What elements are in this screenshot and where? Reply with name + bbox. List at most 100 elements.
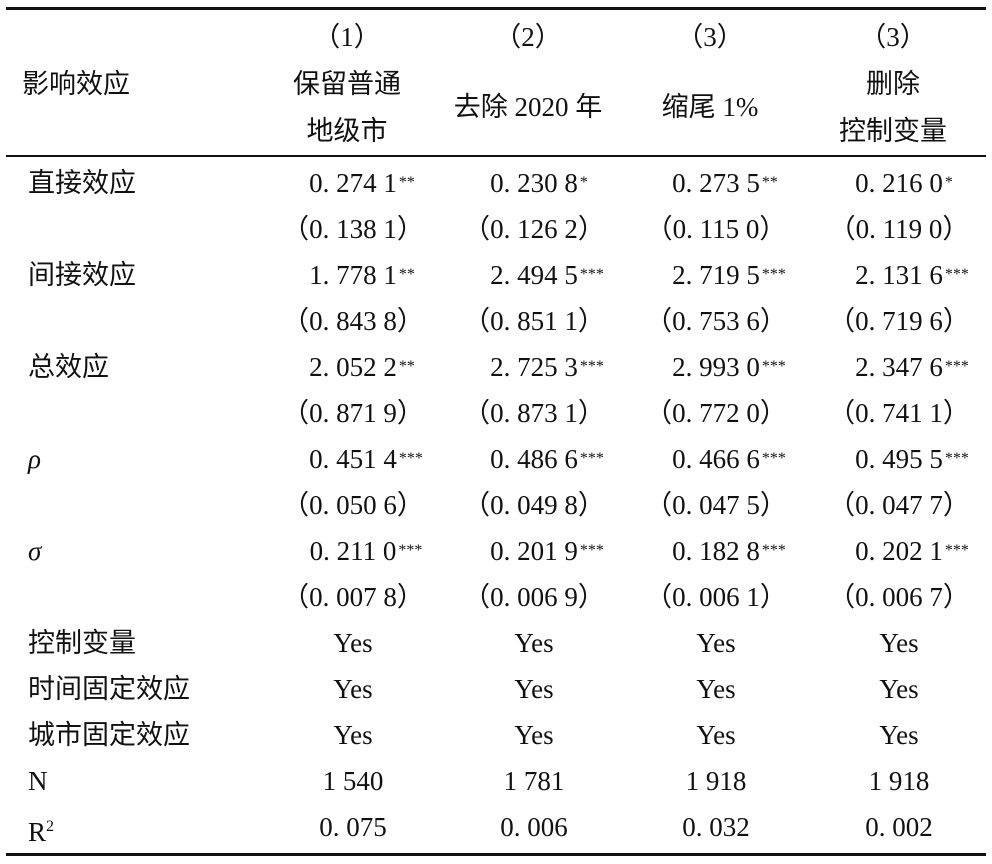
table-cell: Yes [625,620,807,666]
cell-value: 2. 719 5 [672,260,760,290]
cell-value: （0. 753 6） [645,306,787,336]
significance-stars: *** [398,450,423,467]
cell-value: （0. 871 9） [282,398,424,428]
table-row: 时间固定效应 Yes Yes Yes Yes [6,666,986,712]
table-cell: （0. 871 9） [262,390,444,436]
column-header-text: （1） [313,22,381,52]
cell-value: Yes [696,674,736,704]
table-cell: Yes [262,666,444,712]
significance-stars: *** [579,542,604,559]
cell-value: 0. 495 5 [855,444,943,474]
table-cell: 1 918 [808,758,990,804]
cell-value: 0. 274 1 [309,168,397,198]
cell-value: 1. 778 1 [309,260,397,290]
table-cell: Yes [808,666,990,712]
table-cell: 0. 216 0 * [808,160,990,206]
table-cell: Yes [808,712,990,758]
table-cell: （0. 851 1） [443,298,625,344]
table-row: 总效应 2. 052 2 ** 2. 725 3 *** 2. 993 0 *** 2. 34… [6,344,986,390]
row-label-text: 总效应 [28,352,109,382]
table-cell: 2. 719 5 *** [625,252,807,298]
cell-value: 0. 451 4 [309,444,397,474]
column-header-text: 保留普通 [293,69,401,99]
cell-value: Yes [333,674,373,704]
table-cell: 1 540 [262,758,444,804]
cell-value: 0. 211 0 [309,536,397,566]
table-cell: Yes [808,620,990,666]
cell-value: （0. 006 9） [463,582,605,612]
column-header-text: 控制变量 [839,116,947,146]
cell-value: 0. 202 1 [855,536,943,566]
table-row: ρ 0. 451 4 *** 0. 486 6 *** 0. 466 6 *** 0. 495… [6,436,986,482]
cell-value: （0. 006 1） [645,582,787,612]
cell-value: 0. 201 9 [490,536,578,566]
table-cell: Yes [443,620,625,666]
row-label-text: 直接效应 [28,168,136,198]
table-cell: （0. 047 7） [808,482,990,528]
table-cell: 0. 201 9 *** [443,528,625,574]
table-cell: Yes [262,712,444,758]
table-cell: 1 781 [443,758,625,804]
header-rule [6,155,986,157]
table-cell: （0. 006 9） [443,574,625,620]
cell-value: Yes [514,720,554,750]
significance-stars: *** [761,542,786,559]
table-row: （0. 138 1） （0. 126 2） （0. 115 0） （0. 119 0） [6,206,986,252]
cell-value: Yes [696,628,736,658]
row-label: 城市固定效应 [28,712,190,758]
table-cell: 2. 494 5 *** [443,252,625,298]
cell-value: （0. 851 1） [463,306,605,336]
table-cell: Yes [625,712,807,758]
row-label-header-text: 影响效应 [22,69,130,99]
cell-value: Yes [879,628,919,658]
top-rule [6,7,986,10]
column-header-text: 缩尾 1% [661,92,759,122]
row-label-text: 控制变量 [28,628,136,658]
cell-value: 1 918 [868,766,930,796]
row-label-header: 影响效应 [22,14,262,154]
table-cell: 0. 495 5 *** [808,436,990,482]
cell-value: 0. 182 8 [672,536,760,566]
table-cell: 1. 778 1 ** [262,252,444,298]
significance-stars: *** [579,450,604,467]
cell-value: 0. 273 5 [672,168,760,198]
cell-value: （0. 049 8） [463,490,605,520]
cell-value: 2. 494 5 [490,260,578,290]
row-label-text: 城市固定效应 [28,720,190,750]
cell-value: 1 918 [685,766,747,796]
table-cell: （0. 115 0） [625,206,807,252]
table-row: 控制变量 Yes Yes Yes Yes [6,620,986,666]
cell-value: 0. 230 8 [490,168,578,198]
table-cell: 0. 451 4 *** [262,436,444,482]
significance-stars: * [579,174,588,191]
cell-value: 0. 075 [319,812,387,842]
cell-value: 0. 006 [500,812,568,842]
cell-value: （0. 843 8） [282,306,424,336]
cell-value: Yes [879,720,919,750]
cell-value: （0. 007 8） [282,582,424,612]
significance-stars: *** [398,542,423,559]
column-header-1: （1） 保留普通地级市 [256,14,438,154]
table-cell: 2. 347 6 *** [808,344,990,390]
cell-value: （0. 873 1） [463,398,605,428]
table-cell: 0. 002 [808,804,990,850]
significance-stars: *** [944,450,969,467]
table-cell: （0. 006 1） [625,574,807,620]
row-label-superscript: 2 [46,818,55,835]
table-cell: Yes [443,666,625,712]
column-header-text: （3） [676,22,744,52]
table-row: 间接效应 1. 778 1 ** 2. 494 5 *** 2. 719 5 *** 2. 1… [6,252,986,298]
table-cell: （0. 006 7） [808,574,990,620]
row-label: R2 [28,804,54,855]
cell-value: 0. 486 6 [490,444,578,474]
cell-value: Yes [514,628,554,658]
cell-value: （0. 772 0） [645,398,787,428]
cell-value: Yes [696,720,736,750]
cell-value: （0. 115 0） [645,214,787,244]
table-cell: 0. 075 [262,804,444,850]
cell-value: Yes [514,674,554,704]
row-label-text: 时间固定效应 [28,674,190,704]
table-cell: 0. 486 6 *** [443,436,625,482]
column-header-text: 地级市 [306,116,388,146]
table-row: R2 0. 075 0. 006 0. 032 0. 002 [6,804,986,850]
